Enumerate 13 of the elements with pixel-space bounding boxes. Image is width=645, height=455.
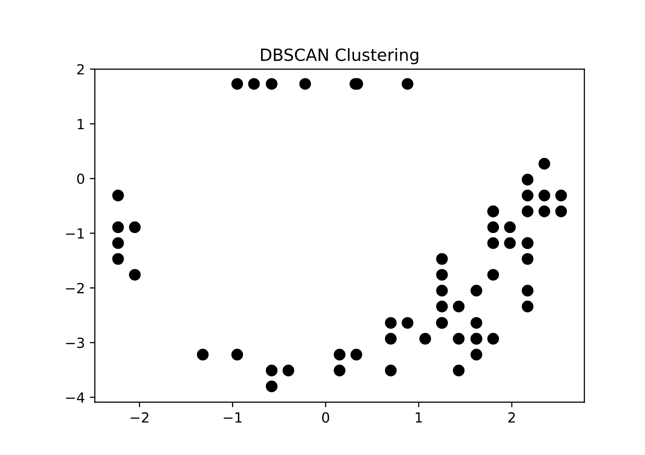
x-tick-label: −2 [130,412,148,422]
x-tick-label: 2 [508,412,515,422]
chart-title: DBSCAN Clustering [261,48,418,64]
y-tick-label: 0 [77,174,84,184]
y-tick-label: −2 [66,282,84,294]
x-tick-label: 0 [322,412,330,423]
y-tick-label: 2 [77,64,84,74]
y-tick-label: −4 [66,392,84,403]
y-tick-label: −1 [66,228,84,239]
x-tick-label: −1 [224,412,242,422]
y-tick-label: −3 [66,338,84,348]
y-tick-label: 1 [78,119,84,130]
x-tick-label: 1 [416,412,422,422]
